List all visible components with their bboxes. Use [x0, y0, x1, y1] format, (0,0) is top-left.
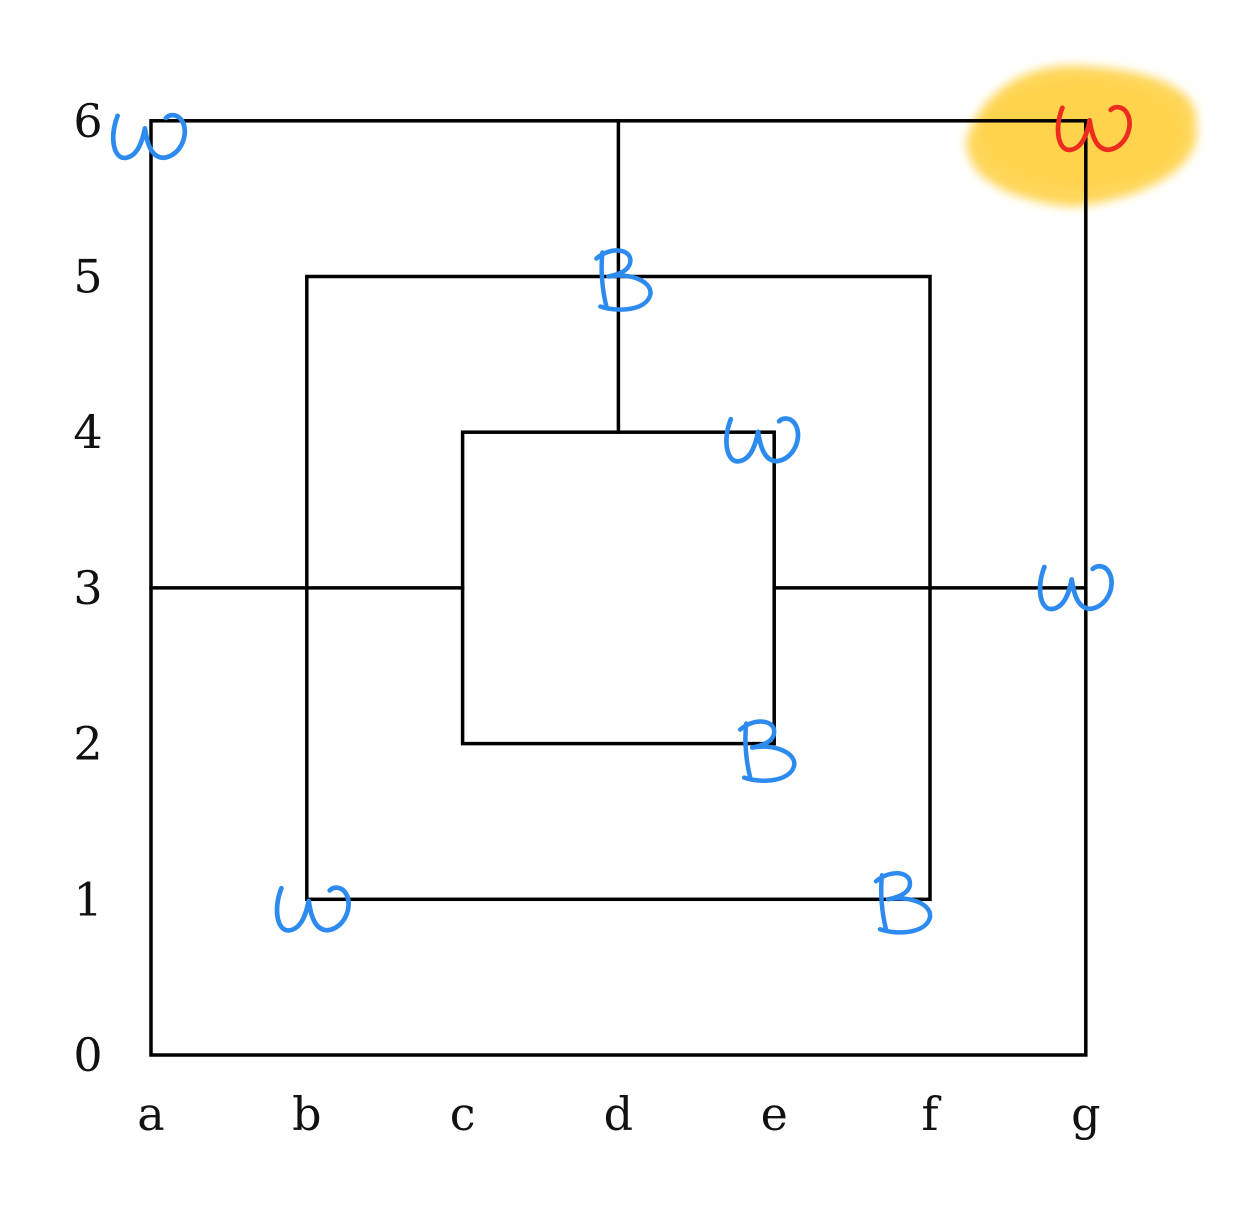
rank-label-1: 1 — [73, 872, 102, 926]
blue-w-mark-e4 — [724, 416, 801, 464]
file-label-c: c — [450, 1087, 476, 1141]
red-w-mark-g6 — [1055, 104, 1132, 153]
file-label-e: e — [761, 1087, 788, 1141]
blue-w-mark-g3 — [1037, 563, 1114, 612]
highlight-blotch — [966, 65, 1197, 207]
blue-b-mark-f1 — [873, 871, 933, 935]
blue-b-mark-d5 — [594, 248, 653, 312]
square-inner — [460, 430, 776, 746]
file-label-d: d — [604, 1087, 633, 1141]
blue-w-mark-b1 — [274, 885, 351, 933]
handwritten-marks — [110, 104, 1132, 935]
file-label-g: g — [1071, 1087, 1100, 1141]
blue-b-mark-e2 — [737, 719, 797, 783]
rank-label-4: 4 — [73, 405, 102, 459]
file-label-a: a — [137, 1087, 164, 1141]
rank-label-0: 0 — [73, 1028, 102, 1082]
highlight-layer — [966, 65, 1197, 207]
rank-label-6: 6 — [73, 94, 102, 148]
file-labels: a b c d e f g — [137, 1087, 1100, 1141]
blue-w-mark-a6 — [110, 112, 188, 161]
file-label-b: b — [292, 1087, 321, 1141]
rank-label-5: 5 — [73, 250, 102, 304]
rank-label-3: 3 — [73, 561, 102, 615]
rank-label-2: 2 — [73, 717, 102, 771]
board-lines — [149, 119, 1088, 1057]
rank-labels: 0 1 2 3 4 5 6 — [73, 94, 102, 1082]
file-label-f: f — [921, 1087, 941, 1141]
